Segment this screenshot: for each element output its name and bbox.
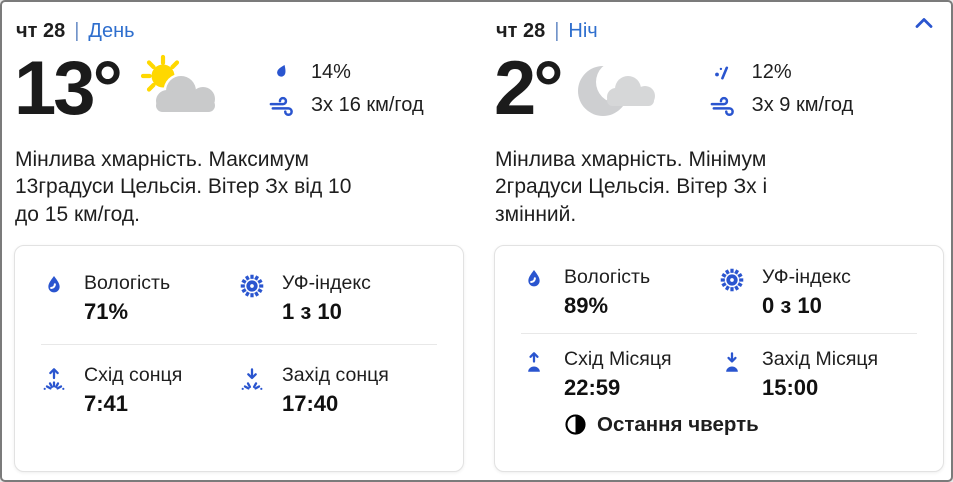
day-humidity-value: 71%: [84, 298, 129, 324]
night-humidity-detail: Вологість 89%: [521, 266, 719, 319]
card-divider: [521, 332, 917, 334]
day-wind-value: Зх 16 км/год: [310, 94, 424, 116]
collapse-panel-button[interactable]: [909, 10, 939, 36]
night-stats: 12% Зх 9 км/год: [709, 61, 854, 118]
night-date-label: чт 28: [496, 20, 546, 42]
night-panel-header: чт 28 | Ніч: [496, 20, 944, 43]
chevron-up-icon: [912, 12, 936, 34]
night-uv-detail: УФ-індекс 0 з 10: [719, 266, 917, 319]
night-wind-stat: Зх 9 км/год: [709, 94, 854, 118]
moonrise-detail: Схід Місяця 22:59: [521, 348, 719, 401]
day-sunrise-label: Схід сонця: [84, 363, 183, 386]
night-wind-value: Зх 9 км/год: [751, 94, 854, 116]
day-panel-header: чт 28 | День: [16, 20, 464, 43]
cloudy-night-icon: [571, 53, 663, 130]
uv-index-sun-icon: [719, 267, 745, 293]
day-stats: 14% Зх 16 км/год: [268, 61, 424, 118]
night-temperature: 2°: [494, 46, 564, 131]
moonset-label: Захід Місяця: [762, 347, 879, 370]
sunset-icon: [239, 365, 265, 391]
night-details-card: Вологість 89%: [494, 244, 944, 472]
wind-icon: [709, 94, 736, 118]
moon-phase-row: Остання чверть: [564, 413, 917, 437]
moonset-value: 15:00: [762, 374, 819, 400]
day-sunrise-detail: Схід сонця 7:41: [41, 364, 239, 417]
sunrise-icon: [41, 365, 67, 391]
night-uv-label: УФ-індекс: [762, 265, 851, 288]
day-precipitation-value: 14%: [310, 61, 351, 83]
raindrop-icon: [268, 61, 295, 85]
day-wind-stat: Зх 16 км/год: [268, 94, 424, 118]
moonset-detail: Захід Місяця 15:00: [719, 348, 917, 401]
night-period-label: Ніч: [568, 20, 598, 42]
moonrise-label: Схід Місяця: [564, 347, 672, 370]
header-separator: |: [554, 20, 560, 42]
moonrise-icon: [521, 349, 547, 375]
humidity-drop-icon: [41, 273, 67, 299]
day-date-label: чт 28: [16, 20, 66, 42]
moonset-icon: [719, 349, 745, 375]
moonrise-value: 22:59: [564, 374, 621, 400]
day-sunset-value: 17:40: [282, 390, 339, 416]
day-uv-value: 1 з 10: [282, 298, 342, 324]
uv-index-sun-icon: [239, 273, 265, 299]
night-humidity-label: Вологість: [564, 265, 651, 288]
day-humidity-label: Вологість: [84, 271, 171, 294]
humidity-drop-icon: [521, 267, 547, 293]
day-details-card: Вологість 71%: [14, 244, 464, 472]
day-period-label: День: [88, 20, 135, 42]
partly-cloudy-day-icon: [130, 53, 222, 130]
day-sunset-label: Захід сонця: [282, 363, 389, 386]
night-forecast-summary: Мінлива хмарність. Мінімум 2градуси Цель…: [495, 148, 768, 226]
night-hero: 2°: [494, 45, 944, 133]
day-precipitation-stat: 14%: [268, 61, 424, 85]
night-precipitation-value: 12%: [751, 61, 792, 83]
day-sunrise-value: 7:41: [84, 390, 129, 416]
drizzle-icon: [709, 61, 736, 85]
day-forecast-panel: чт 28 | День 13°: [14, 16, 464, 472]
day-forecast-summary: Мінлива хмарність. Максимум 13градуси Це…: [15, 148, 352, 226]
night-precipitation-stat: 12%: [709, 61, 854, 85]
night-humidity-value: 89%: [564, 292, 609, 318]
day-uv-label: УФ-індекс: [282, 271, 371, 294]
last-quarter-moon-icon: [564, 413, 587, 436]
wind-icon: [268, 94, 295, 118]
moon-phase-label: Остання чверть: [597, 412, 759, 436]
card-divider: [41, 343, 437, 345]
header-separator: |: [74, 20, 80, 42]
day-humidity-detail: Вологість 71%: [41, 272, 239, 325]
night-uv-value: 0 з 10: [762, 292, 822, 318]
day-sunset-detail: Захід сонця 17:40: [239, 364, 437, 417]
day-temperature: 13°: [14, 46, 123, 131]
day-hero: 13°: [14, 45, 464, 133]
night-forecast-panel: чт 28 | Ніч 2°: [494, 16, 944, 472]
day-uv-detail: УФ-індекс 1 з 10: [239, 272, 437, 325]
